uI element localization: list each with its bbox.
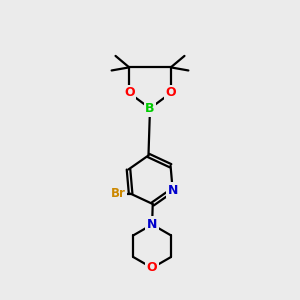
Text: O: O <box>166 86 176 99</box>
Text: B: B <box>145 102 155 115</box>
Text: O: O <box>147 261 158 274</box>
Text: N: N <box>147 218 157 231</box>
Text: O: O <box>124 86 134 99</box>
Text: N: N <box>167 184 178 196</box>
Text: Br: Br <box>111 187 126 200</box>
